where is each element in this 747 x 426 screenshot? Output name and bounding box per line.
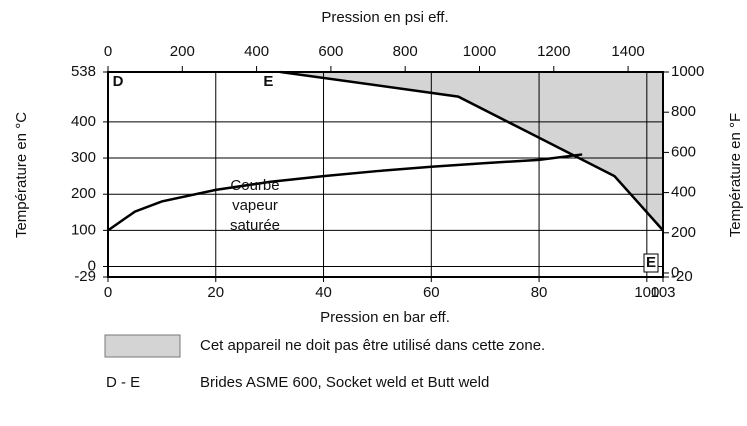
x-tick-label: 60 [423, 284, 440, 301]
y-tick-label: -29 [74, 268, 96, 285]
line-legend-text: Brides ASME 600, Socket weld et Butt wel… [200, 374, 489, 391]
y-tick-label: 100 [71, 221, 96, 238]
y-tick-label: 200 [71, 185, 96, 202]
x2-tick-label: 600 [318, 43, 343, 60]
y-axis-label: Température en °C [13, 112, 30, 238]
curve-label: Courbe vapeur saturée [229, 177, 281, 234]
y2-tick-label: 400 [671, 184, 696, 201]
x2-tick-label: 800 [393, 43, 418, 60]
point-label: E [263, 73, 273, 90]
y-tick-label: 538 [71, 63, 96, 80]
x-tick-label: 40 [315, 284, 332, 301]
y2-tick-label: 600 [671, 143, 696, 160]
line-legend-key: D - E [106, 374, 140, 391]
x2-tick-label: 400 [244, 43, 269, 60]
x2-tick-label: 200 [170, 43, 195, 60]
y2-tick-label: 800 [671, 103, 696, 120]
x2-tick-label: 1400 [611, 43, 644, 60]
x-tick-label: 80 [531, 284, 548, 301]
y2-tick-label: 0 [671, 264, 679, 281]
series-line [280, 70, 664, 232]
x-axis-label: Pression en bar eff. [320, 309, 450, 326]
y2-tick-label: 200 [671, 224, 696, 241]
y2-tick-label: -20 [671, 268, 693, 285]
y-tick-label: 400 [71, 113, 96, 130]
y2-tick-label: 1000 [671, 63, 704, 80]
x2-tick-label: 1200 [537, 43, 570, 60]
x2-axis-label: Pression en psi eff. [321, 9, 448, 26]
point-label: D [113, 73, 124, 90]
x-tick-label: 20 [207, 284, 224, 301]
x-tick-label: 100 [634, 284, 659, 301]
point-label: E [646, 254, 656, 271]
y-tick-label: 300 [71, 149, 96, 166]
restricted-zone [280, 72, 663, 231]
y2-axis-label: Température en °F [727, 113, 744, 237]
x2-tick-label: 1000 [463, 43, 496, 60]
plot-frame [107, 71, 664, 278]
x-tick-label: 103 [650, 284, 675, 301]
label-box [643, 253, 659, 273]
x2-tick-label: 0 [104, 43, 112, 60]
zone-legend-text: Cet appareil ne doit pas être utilisé da… [200, 337, 545, 354]
y-tick-label: 0 [88, 257, 96, 274]
series-line [107, 153, 583, 232]
zone-legend-swatch [104, 334, 181, 358]
x-tick-label: 0 [104, 284, 112, 301]
